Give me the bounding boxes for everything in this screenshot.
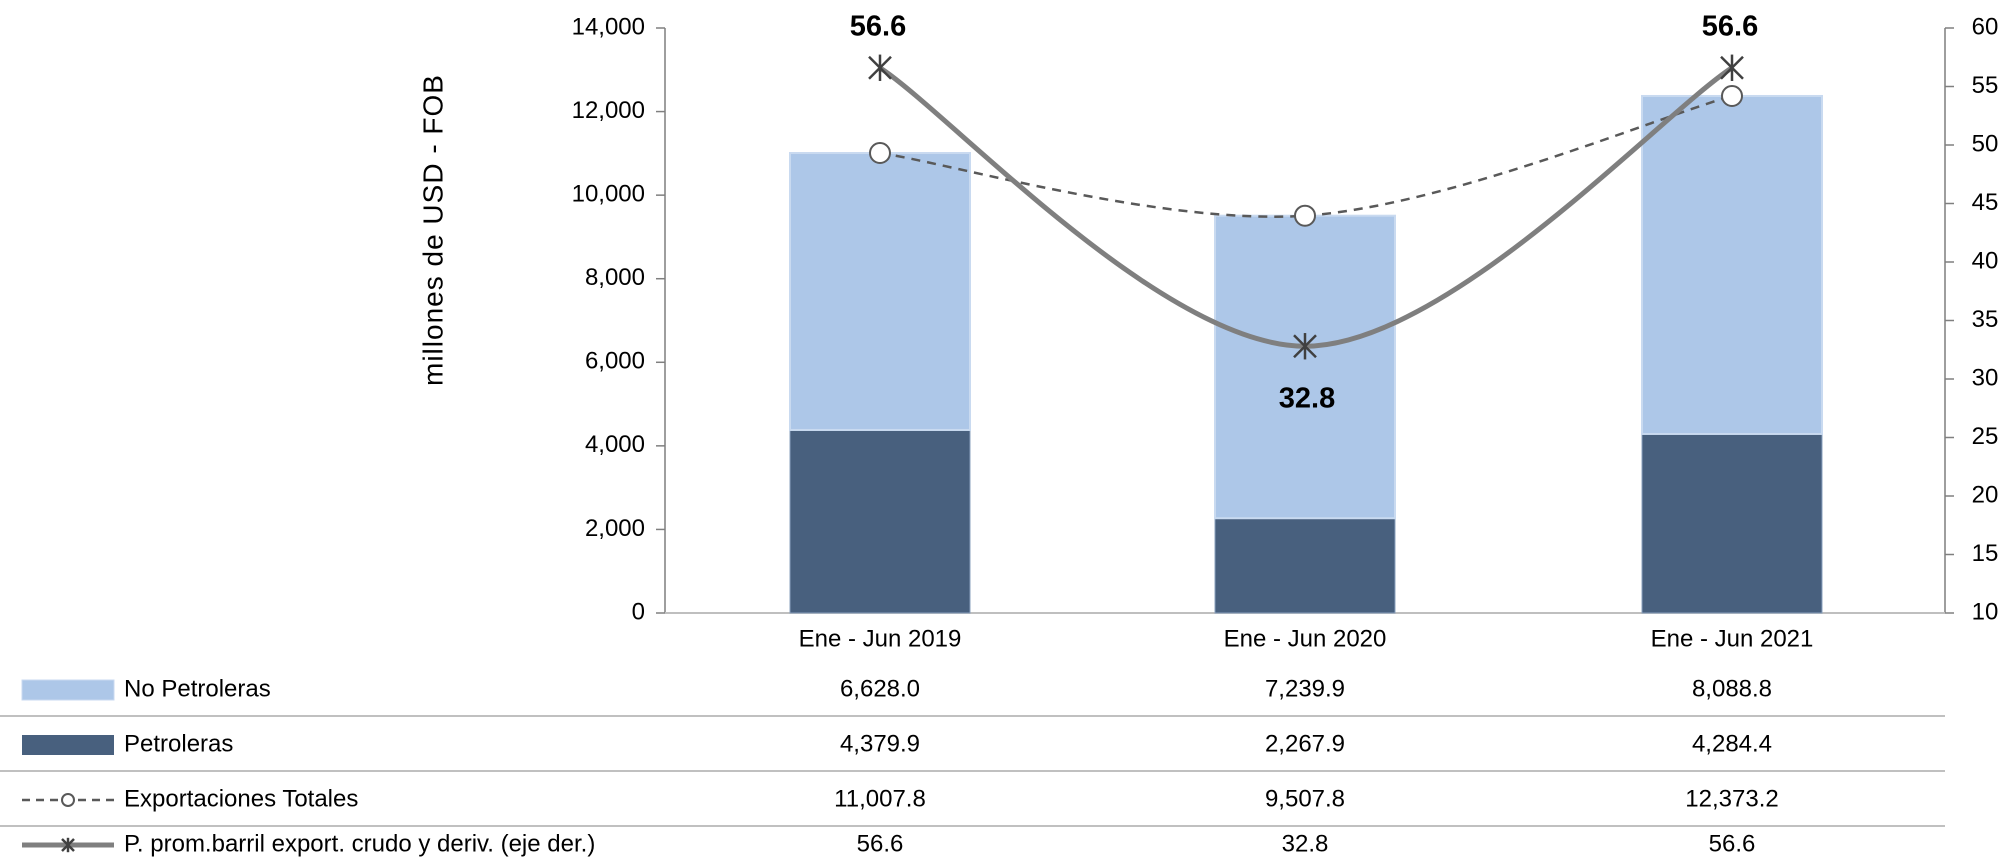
left-axis-tick-label: 2,000 — [585, 515, 645, 542]
table-cell-value: 12,373.2 — [1685, 785, 1778, 812]
table-cell-value: 56.6 — [857, 830, 904, 857]
marker-circle — [1721, 84, 1743, 107]
left-axis-tick-label: 10,000 — [572, 180, 645, 207]
y-axis-title: millones de USD - FOB — [417, 74, 448, 386]
left-axis-tick-label: 14,000 — [572, 13, 645, 40]
table-cell-value: 56.6 — [1709, 830, 1756, 857]
left-axis-tick-label: 6,000 — [585, 348, 645, 375]
bar-no-petroleras — [1641, 94, 1823, 435]
legend-key-precio-marker — [61, 837, 75, 853]
marker-circle — [869, 142, 891, 165]
right-axis-tick-label: 35 — [1972, 306, 1999, 333]
table-cell-value: 8,088.8 — [1692, 675, 1772, 702]
bar-petroleras — [1214, 517, 1396, 614]
left-axis-tick-label: 4,000 — [585, 431, 645, 458]
right-axis-tick-label: 25 — [1972, 423, 1999, 450]
right-axis-tick-label: 10 — [1972, 598, 1999, 625]
right-axis-tick-label: 45 — [1972, 189, 1999, 216]
bar-no-petroleras — [789, 152, 971, 431]
table-cell-value: 4,284.4 — [1692, 730, 1772, 757]
line-exportaciones-totales — [879, 94, 1733, 218]
x-axis-category-label: Ene - Jun 2020 — [1224, 625, 1387, 652]
table-cell-value: 11,007.8 — [834, 785, 926, 812]
left-axis-tick-label: 8,000 — [585, 264, 645, 291]
marker-circle — [1294, 204, 1316, 227]
table-cell-value: 32.8 — [1282, 830, 1329, 857]
table-series-name: Petroleras — [124, 730, 233, 757]
right-axis-tick-label: 15 — [1972, 540, 1999, 567]
x-axis-category-label: Ene - Jun 2019 — [799, 625, 962, 652]
table-cell-value: 9,507.8 — [1265, 785, 1345, 812]
right-axis-tick-label: 40 — [1972, 247, 1999, 274]
legend-key-exportaciones-marker — [61, 793, 75, 807]
legend-key-no-petroleras — [21, 679, 115, 701]
data-label-price: 56.6 — [1702, 11, 1758, 43]
right-axis-tick-label: 20 — [1972, 481, 1999, 508]
right-axis-tick-label: 55 — [1972, 72, 1999, 99]
marker-asterisk — [1293, 333, 1317, 360]
table-cell-value: 6,628.0 — [840, 675, 920, 702]
right-axis-tick-label: 60 — [1972, 13, 1999, 40]
data-label-price: 56.6 — [850, 11, 906, 43]
left-axis-tick-label: 0 — [632, 598, 645, 625]
right-axis-tick-label: 30 — [1972, 364, 1999, 391]
legend-key-petroleras — [22, 735, 114, 755]
data-label-price: 32.8 — [1279, 383, 1335, 415]
bar-no-petroleras — [1214, 214, 1396, 520]
marker-asterisk — [868, 54, 892, 81]
table-cell-value: 4,379.9 — [840, 730, 920, 757]
bar-petroleras — [1641, 433, 1823, 614]
bar-petroleras — [789, 429, 971, 614]
table-series-name: P. prom.barril export. crudo y deriv. (e… — [124, 830, 595, 857]
table-cell-value: 2,267.9 — [1265, 730, 1345, 757]
table-series-name: No Petroleras — [124, 675, 271, 702]
marker-asterisk — [1720, 54, 1744, 81]
x-axis-category-label: Ene - Jun 2021 — [1651, 625, 1814, 652]
right-axis-tick-label: 50 — [1972, 130, 1999, 157]
left-axis-tick-label: 12,000 — [572, 97, 645, 124]
table-cell-value: 7,239.9 — [1265, 675, 1345, 702]
table-series-name: Exportaciones Totales — [124, 785, 358, 812]
